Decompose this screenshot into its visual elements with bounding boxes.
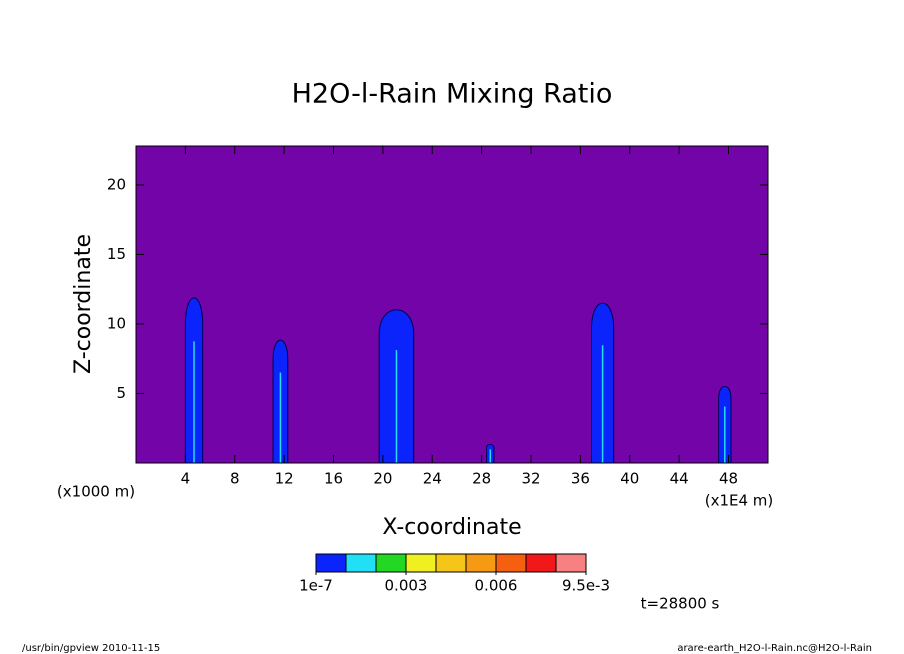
footer-right: arare-earth_H2O-l-Rain.nc@H2O-l-Rain: [677, 643, 872, 654]
colorbar-swatch: [525, 553, 557, 573]
colorbar-swatch: [315, 553, 347, 573]
y-tick-label: 10: [107, 314, 126, 332]
y-tick-label: 20: [107, 175, 126, 193]
colorbar-swatch: [375, 553, 407, 573]
plot-background: [136, 146, 768, 463]
x-tick-label: 4: [181, 470, 191, 488]
colorbar-swatch: [405, 553, 437, 573]
x-tick-label: 12: [275, 470, 294, 488]
y-axis-label: Z-coordinate: [71, 234, 96, 374]
y-tick-label: 15: [107, 245, 126, 263]
time-label: t=28800 s: [641, 595, 720, 613]
chart-title: H2O-l-Rain Mixing Ratio: [292, 79, 613, 110]
x-tick-label: 28: [472, 470, 491, 488]
x-tick-label: 40: [620, 470, 639, 488]
colorbar-swatch: [345, 553, 377, 573]
colorbar-swatch: [465, 553, 497, 573]
x-tick-label: 24: [423, 470, 442, 488]
x-unit: (x1000 m): [57, 483, 135, 501]
colorbar-swatch: [435, 553, 467, 573]
x-unit-right: (x1E4 m): [705, 492, 774, 510]
colorbar-label: 9.5e-3: [562, 577, 610, 595]
colorbar-label: 0.003: [385, 577, 428, 595]
colorbar-label: 1e-7: [299, 577, 333, 595]
x-tick-label: 16: [324, 470, 343, 488]
y-tick-label: 5: [116, 384, 126, 402]
plot-frame: [135, 145, 769, 464]
footer-left: /usr/bin/gpview 2010-11-15: [22, 643, 160, 654]
colorbar-swatch: [555, 553, 587, 573]
x-tick-label: 32: [521, 470, 540, 488]
colorbar-swatch: [495, 553, 527, 573]
x-tick-label: 44: [670, 470, 689, 488]
x-tick-label: 8: [230, 470, 240, 488]
colorbar-label: 0.006: [475, 577, 518, 595]
x-tick-label: 20: [373, 470, 392, 488]
x-axis-label: X-coordinate: [382, 515, 521, 540]
x-tick-label: 36: [571, 470, 590, 488]
x-tick-label: 48: [719, 470, 738, 488]
